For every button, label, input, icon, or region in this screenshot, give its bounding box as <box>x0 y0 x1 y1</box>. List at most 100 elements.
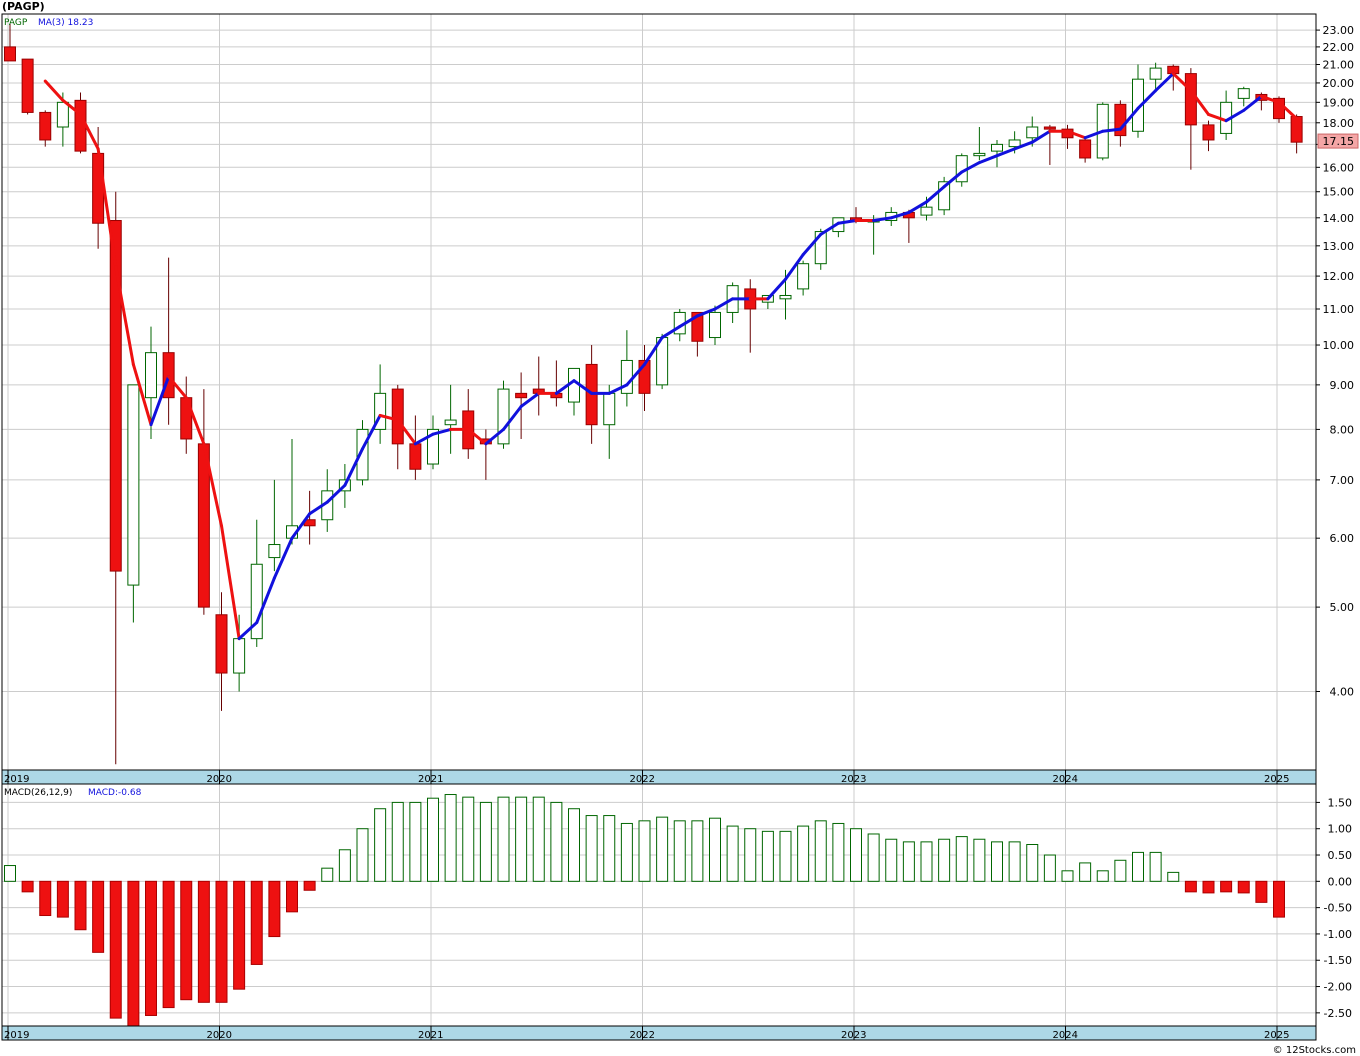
ma-segment <box>184 396 206 446</box>
ma-segment <box>1171 72 1193 93</box>
candle-body <box>709 311 721 339</box>
candle-body <box>1184 73 1197 126</box>
ma-segment <box>202 442 223 528</box>
macd-bar <box>867 833 880 882</box>
macd-tick-label: -0.50 <box>1324 902 1352 915</box>
macd-bar <box>197 880 210 1003</box>
ma-segment <box>1066 129 1087 140</box>
macd-bar <box>620 822 633 882</box>
macd-bar <box>409 801 422 882</box>
macd-bar <box>127 880 140 1027</box>
macd-bar <box>850 828 862 882</box>
macd-tick-label: -2.50 <box>1324 1007 1352 1020</box>
macd-bar <box>585 815 598 882</box>
macd-bar <box>162 880 175 1009</box>
ma-segment <box>114 265 135 366</box>
year-label: 2019 <box>4 774 29 785</box>
ma-segment <box>960 161 981 174</box>
price-tick-label: 10.00 <box>1323 339 1355 352</box>
ma-segment <box>1136 89 1158 110</box>
candle-body <box>991 143 1003 152</box>
macd-axis: 1.50 1.00 0.50 0.00 -0.50 -1.00 -1.50 -2.00 -2.5… <box>4 788 1352 1020</box>
candle-body <box>779 294 792 300</box>
macd-bar <box>233 880 246 990</box>
macd-bar <box>1026 844 1039 882</box>
ma-segment <box>819 221 840 236</box>
macd-tick-label: -1.00 <box>1324 928 1352 941</box>
macd-bar <box>638 820 651 882</box>
macd-bar <box>603 815 616 882</box>
ma-segment <box>131 362 153 427</box>
price-tick-label: 5.00 <box>1330 601 1355 614</box>
year-label: 2020 <box>207 1030 232 1041</box>
macd-bar <box>832 822 845 882</box>
year-label: 2021 <box>418 1030 443 1041</box>
ma-segment <box>466 427 488 446</box>
macd-legend-value: MACD:-0.68 <box>88 788 142 798</box>
ma-segment <box>907 200 928 214</box>
candle-body <box>356 428 369 481</box>
price-tick-label: 7.00 <box>1330 474 1355 487</box>
candle-body <box>444 419 457 426</box>
macd-tick-label: 1.50 <box>1328 796 1353 809</box>
candle-body <box>1202 124 1215 141</box>
ma-segment <box>766 277 787 301</box>
candle-body <box>1237 88 1250 99</box>
ma-segment <box>413 432 435 446</box>
ma-segment <box>220 524 241 641</box>
macd-bar <box>462 796 475 882</box>
macd-bar <box>374 808 387 882</box>
year-label: 2024 <box>1053 1030 1078 1041</box>
macd-bar <box>1237 880 1250 894</box>
ma-segment <box>378 413 400 422</box>
ma-segment <box>1030 129 1052 144</box>
macd-bar <box>497 796 510 882</box>
macd-bar <box>1132 851 1144 882</box>
macd-bar <box>1061 870 1074 882</box>
price-tick-label: 6.00 <box>1330 532 1355 545</box>
price-tick-label: 12.00 <box>1323 270 1355 283</box>
candle-body <box>1132 78 1144 132</box>
candle-body <box>4 46 16 62</box>
ma-segment <box>554 379 576 395</box>
macd-bar <box>656 816 669 882</box>
ma-segment <box>977 154 999 165</box>
candle-body <box>1043 126 1056 130</box>
year-label: 2022 <box>630 1030 655 1041</box>
macd-bar <box>356 828 369 882</box>
candle-body <box>920 206 933 216</box>
candle-body <box>1026 126 1039 139</box>
ma-segment <box>343 447 364 487</box>
candle-body <box>250 563 263 640</box>
year-band <box>1 769 1317 785</box>
ma-segment <box>625 362 646 387</box>
price-candles <box>4 23 1303 765</box>
candle-body <box>145 352 157 399</box>
macd-bar <box>92 880 105 953</box>
ma-segment <box>1083 129 1105 140</box>
price-tick-label: 22.00 <box>1323 41 1355 54</box>
macd-bar <box>321 867 334 882</box>
ma-segment <box>502 404 523 431</box>
ma-segment <box>1189 89 1210 116</box>
price-tick-label: 19.00 <box>1323 96 1355 109</box>
ma-segment <box>361 413 382 451</box>
ma-segment <box>572 379 594 395</box>
price-axis: 4.00 5.00 6.00 7.00 8.00 9.00 10.00 11.00 12.00 1… <box>4 18 1359 698</box>
legend-ma: MA(3) 18.23 <box>38 18 93 28</box>
price-tick-label: 8.00 <box>1330 423 1355 436</box>
candle-body <box>233 638 246 674</box>
ma-segment <box>79 112 100 151</box>
ma-segment <box>1101 127 1122 133</box>
macd-bar <box>338 849 351 882</box>
macd-bar <box>902 841 915 882</box>
ma-segment <box>272 536 294 580</box>
candle-body <box>1079 139 1092 159</box>
ma-segment <box>836 219 858 225</box>
candle-body <box>1290 116 1303 143</box>
ma-segment <box>290 512 312 540</box>
macd-bar <box>215 880 228 1003</box>
macd-bar <box>4 865 16 882</box>
ma-segment <box>660 325 682 340</box>
